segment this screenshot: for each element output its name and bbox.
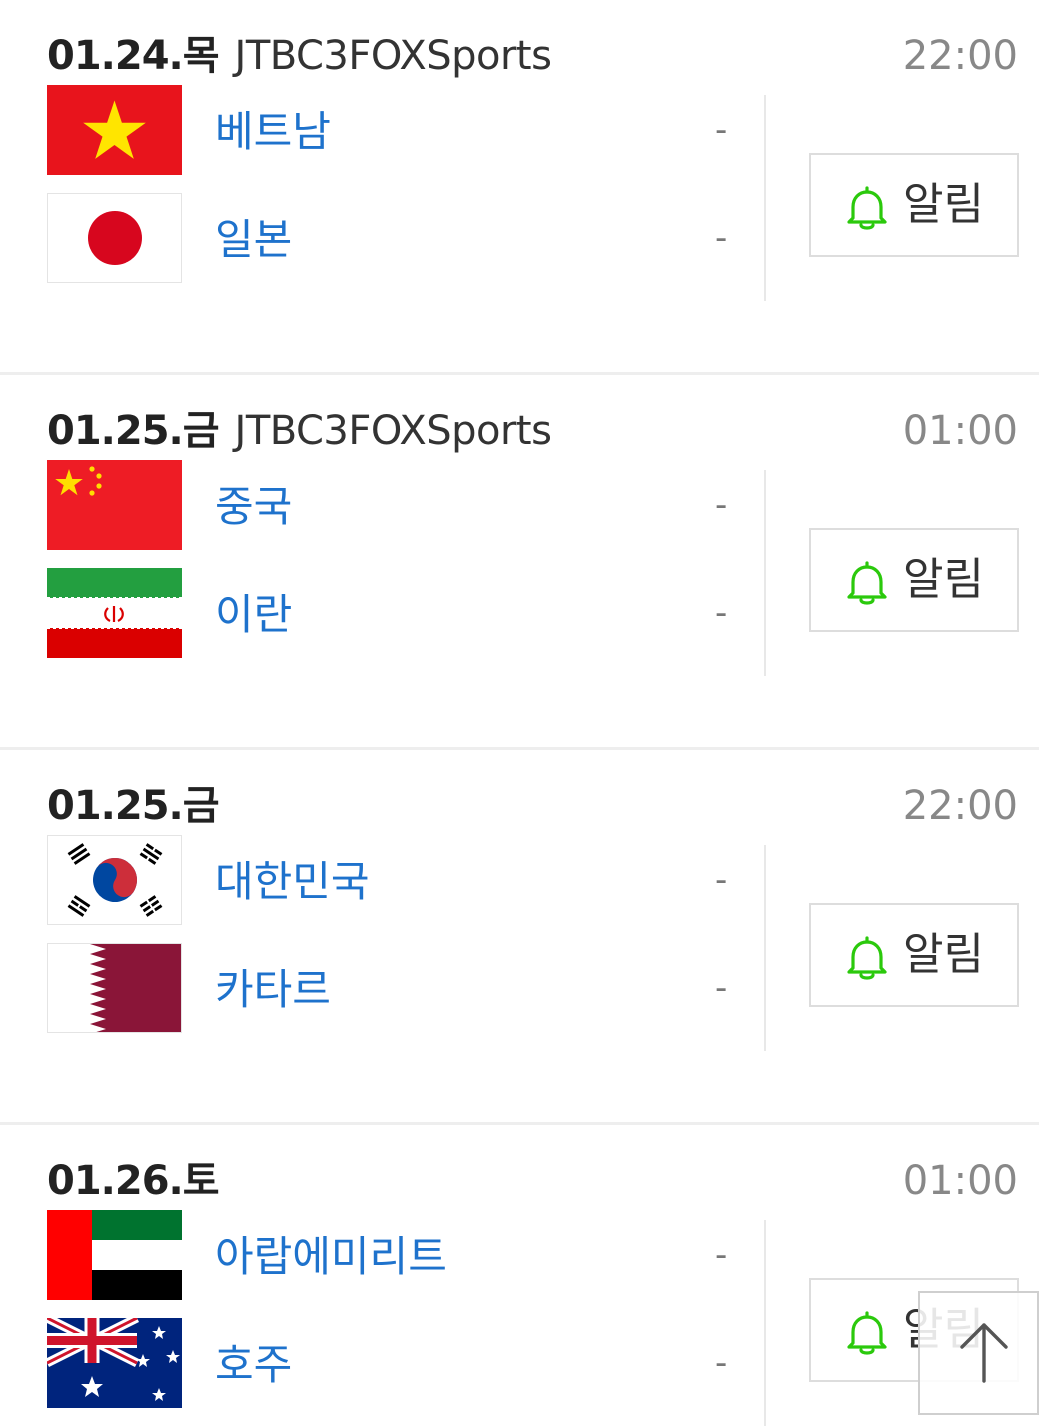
team-name[interactable]: 호주 bbox=[215, 1340, 293, 1389]
match-time: 01:00 bbox=[902, 1158, 1018, 1204]
bell-icon bbox=[847, 936, 887, 980]
team-score: - bbox=[715, 485, 728, 525]
team-score: - bbox=[715, 110, 728, 150]
team-row-away[interactable]: 이란 - bbox=[47, 568, 747, 658]
team-score: - bbox=[715, 593, 728, 633]
team-name[interactable]: 아랍에미리트 bbox=[215, 1232, 447, 1281]
bell-icon bbox=[847, 1311, 887, 1355]
team-name[interactable]: 대한민국 bbox=[215, 857, 370, 906]
team-score: - bbox=[715, 1343, 728, 1383]
south-korea-flag-icon bbox=[47, 835, 182, 925]
team-score: - bbox=[715, 1235, 728, 1275]
team-row-away[interactable]: 호주 - bbox=[47, 1318, 747, 1408]
alarm-label: 알림 bbox=[903, 554, 984, 605]
match-date: 01.25.금 bbox=[47, 783, 220, 829]
team-score: - bbox=[715, 218, 728, 258]
divider bbox=[764, 470, 766, 676]
china-flag-icon bbox=[47, 460, 182, 550]
qatar-flag-icon bbox=[47, 943, 182, 1033]
uae-flag-icon bbox=[47, 1210, 182, 1300]
divider bbox=[764, 1220, 766, 1426]
match-header: 01.26.토 bbox=[47, 1153, 235, 1209]
team-name[interactable]: 중국 bbox=[215, 482, 293, 531]
match-date: 01.26.토 bbox=[47, 1158, 220, 1204]
team-name[interactable]: 이란 bbox=[215, 590, 293, 639]
match-card: 01.24.목 JTBC3FOXSports 22:00 베트남 - 일본 - 알 bbox=[0, 0, 1039, 375]
vietnam-flag-icon bbox=[47, 85, 182, 175]
alarm-button[interactable]: 알림 bbox=[809, 153, 1019, 257]
match-header: 01.25.금 JTBC3FOXSports bbox=[47, 403, 552, 459]
match-time: 22:00 bbox=[902, 33, 1018, 79]
match-time: 01:00 bbox=[902, 408, 1018, 454]
team-score: - bbox=[715, 968, 728, 1008]
bell-icon bbox=[847, 186, 887, 230]
match-date: 01.24.목 bbox=[47, 33, 220, 79]
alarm-button[interactable]: 알림 bbox=[809, 903, 1019, 1007]
team-name[interactable]: 카타르 bbox=[215, 965, 331, 1014]
section-divider bbox=[0, 747, 1039, 750]
divider bbox=[764, 845, 766, 1051]
team-name[interactable]: 일본 bbox=[215, 215, 293, 264]
team-score: - bbox=[715, 860, 728, 900]
team-row-away[interactable]: 일본 - bbox=[47, 193, 747, 283]
japan-flag-icon bbox=[47, 193, 182, 283]
match-card: 01.25.금 JTBC3FOXSports 01:00 중국 - bbox=[0, 375, 1039, 750]
bell-icon bbox=[847, 561, 887, 605]
match-card: 01.25.금 22:00 bbox=[0, 750, 1039, 1125]
team-row-home[interactable]: 아랍에미리트 - bbox=[47, 1210, 747, 1300]
team-row-home[interactable]: 중국 - bbox=[47, 460, 747, 550]
australia-flag-icon bbox=[47, 1318, 182, 1408]
match-header: 01.25.금 bbox=[47, 778, 235, 834]
match-date: 01.25.금 bbox=[47, 408, 220, 454]
match-time: 22:00 bbox=[902, 783, 1018, 829]
alarm-button[interactable]: 알림 bbox=[809, 528, 1019, 632]
match-header: 01.24.목 JTBC3FOXSports bbox=[47, 28, 552, 84]
alarm-label: 알림 bbox=[903, 179, 984, 230]
team-name[interactable]: 베트남 bbox=[215, 107, 331, 156]
team-row-home[interactable]: 베트남 - bbox=[47, 85, 747, 175]
section-divider bbox=[0, 1122, 1039, 1125]
alarm-label: 알림 bbox=[903, 929, 984, 980]
arrow-up-icon bbox=[960, 1323, 1008, 1383]
match-card: 01.26.토 01:00 아랍에미리트 - bbox=[0, 1125, 1039, 1428]
section-divider bbox=[0, 372, 1039, 375]
broadcaster-list: JTBC3FOXSports bbox=[234, 33, 552, 79]
iran-flag-icon bbox=[47, 568, 182, 658]
team-row-away[interactable]: 카타르 - bbox=[47, 943, 747, 1033]
scroll-top-button[interactable] bbox=[918, 1291, 1039, 1415]
divider bbox=[764, 95, 766, 301]
team-row-home[interactable]: 대한민국 - bbox=[47, 835, 747, 925]
broadcaster-list: JTBC3FOXSports bbox=[234, 408, 552, 454]
